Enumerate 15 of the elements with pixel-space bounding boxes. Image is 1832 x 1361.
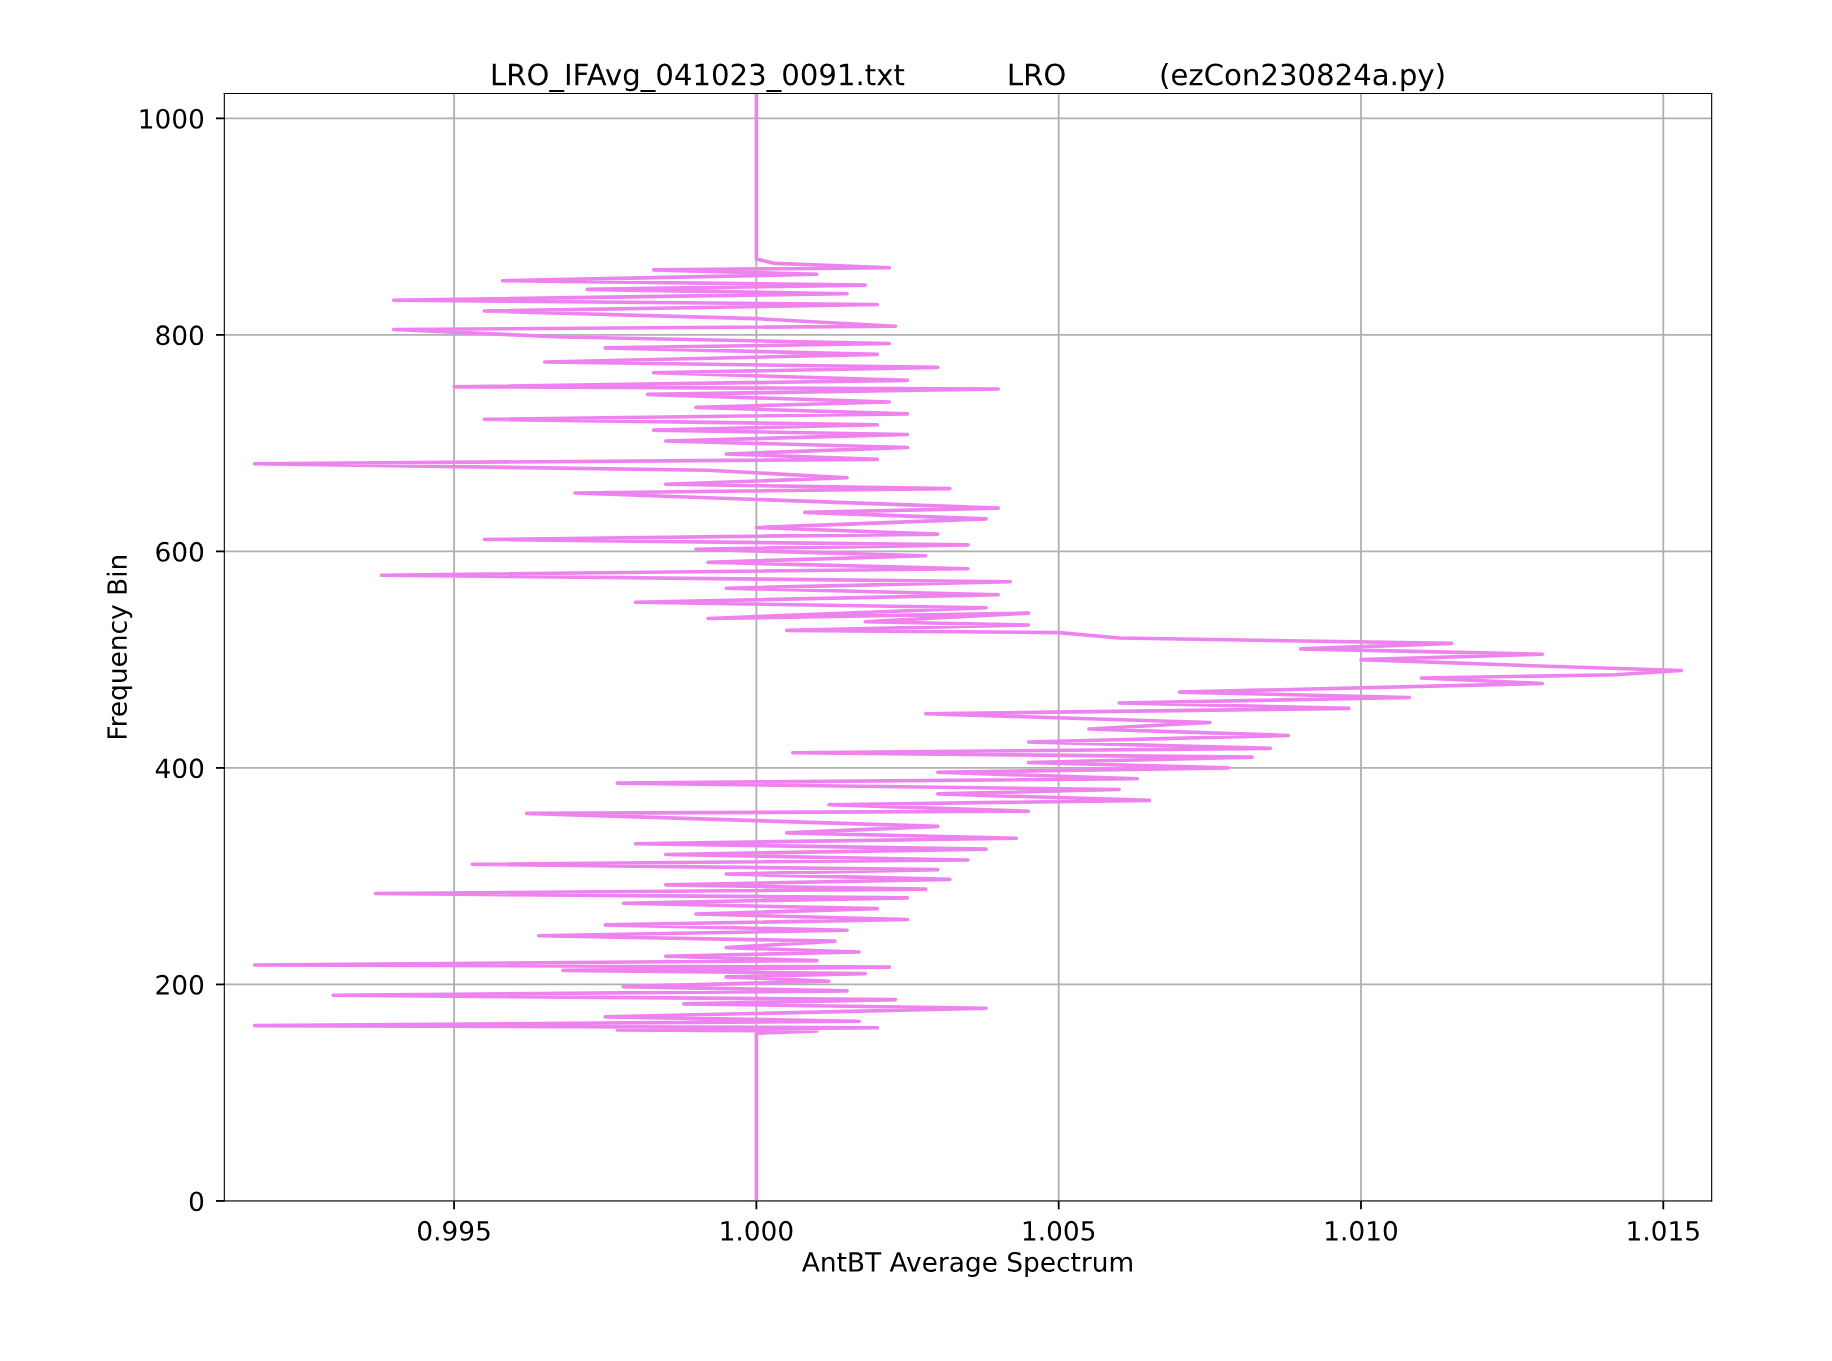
x-tick-label: 0.995: [418, 1220, 490, 1241]
line-series: [252, 93, 1684, 1201]
y-tick-label: 200: [156, 974, 204, 995]
x-axis-title: AntBT Average Spectrum: [802, 1251, 1132, 1278]
x-tick-label: 1.015: [1628, 1220, 1699, 1241]
y-tick-label: 1000: [140, 108, 204, 129]
y-tick-label: 800: [156, 325, 204, 346]
y-axis-title: Frequency Bin: [106, 556, 133, 739]
y-tick-label: 400: [155, 758, 204, 779]
x-tick-label: 1.000: [721, 1220, 793, 1241]
y-tick-label: 600: [156, 541, 204, 562]
y-tick-label: 0: [189, 1191, 204, 1212]
x-tick-label: 1.005: [1023, 1220, 1095, 1241]
x-tick-label: 1.010: [1326, 1220, 1398, 1241]
chart-title: LRO_IFAvg_041023_0091.txt LRO (ezCon230824a.py): [492, 63, 1444, 92]
